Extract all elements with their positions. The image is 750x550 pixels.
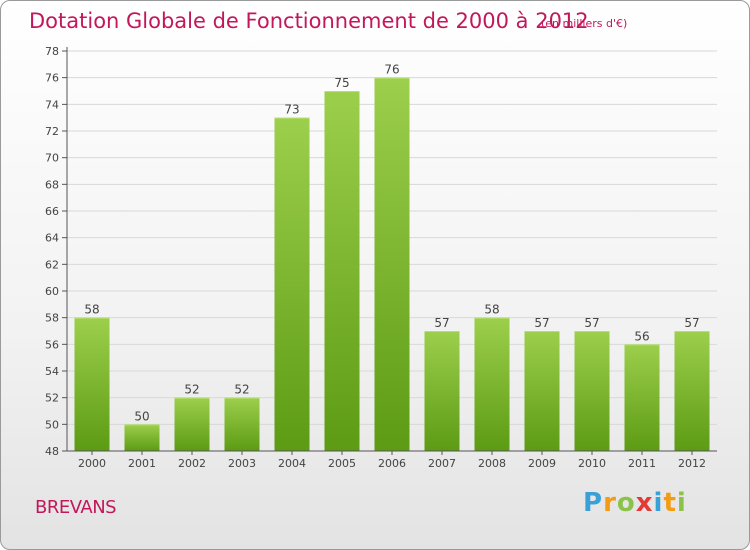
bar	[274, 117, 310, 452]
bar	[674, 331, 710, 451]
x-tick-label: 2005	[328, 457, 356, 470]
x-tick-label: 2007	[428, 457, 456, 470]
y-tick-label: 54	[45, 365, 59, 378]
bar	[524, 331, 560, 451]
data-label: 57	[584, 316, 599, 330]
labels: 48 50 52 54 56 58 60 62 64 66 68 70 72 74 76 78 58 2000 50…	[45, 45, 706, 470]
proxiti-logo: Proxiti	[583, 488, 687, 518]
data-label: 76	[384, 63, 399, 77]
data-label: 52	[234, 383, 249, 397]
bars	[74, 77, 710, 452]
logo-letter: i	[676, 488, 687, 518]
commune-name: BREVANS	[35, 497, 117, 518]
y-tick-label: 64	[45, 232, 59, 245]
y-tick-label: 66	[45, 205, 59, 218]
bar	[74, 317, 110, 451]
x-tick-label: 2012	[678, 457, 706, 470]
y-tick-label: 50	[45, 418, 59, 431]
bar	[324, 91, 360, 451]
logo-letter: P	[583, 488, 604, 518]
y-tick-label: 58	[45, 312, 59, 325]
data-label: 57	[684, 316, 699, 330]
x-tick-label: 2002	[178, 457, 206, 470]
logo-letter: t	[663, 488, 677, 518]
y-tick-label: 78	[45, 45, 59, 58]
logo-letter: i	[653, 488, 664, 518]
data-label: 75	[334, 76, 349, 90]
y-tick-label: 72	[45, 125, 59, 138]
x-tick-label: 2000	[78, 457, 106, 470]
bar	[574, 331, 610, 451]
logo-letter: o	[616, 488, 636, 518]
y-tick-label: 60	[45, 285, 59, 298]
x-tick-label: 2006	[378, 457, 406, 470]
logo-letter: r	[603, 488, 617, 518]
bar	[374, 77, 410, 452]
axes	[62, 47, 717, 455]
chart-title: Dotation Globale de Fonctionnement de 20…	[29, 9, 589, 33]
y-tick-label: 76	[45, 72, 59, 85]
x-tick-label: 2003	[228, 457, 256, 470]
x-tick-label: 2004	[278, 457, 306, 470]
y-tick-label: 70	[45, 152, 59, 165]
data-label: 57	[434, 316, 449, 330]
y-tick-label: 74	[45, 98, 59, 111]
x-tick-label: 2001	[128, 457, 156, 470]
bar	[474, 317, 510, 451]
x-tick-label: 2009	[528, 457, 556, 470]
data-label: 58	[484, 303, 499, 317]
y-tick-label: 56	[45, 338, 59, 351]
chart-unit: (en milliers d'€)	[541, 17, 628, 30]
bar	[424, 331, 460, 451]
bar	[124, 424, 160, 451]
data-label: 52	[184, 383, 199, 397]
y-tick-label: 52	[45, 392, 59, 405]
y-tick-label: 62	[45, 258, 59, 271]
bar	[174, 397, 210, 451]
bar	[624, 344, 660, 451]
x-tick-label: 2011	[628, 457, 656, 470]
data-label: 56	[634, 329, 649, 343]
data-label: 73	[284, 103, 299, 117]
y-tick-label: 48	[45, 445, 59, 458]
data-label: 58	[84, 303, 99, 317]
x-tick-label: 2010	[578, 457, 606, 470]
data-label: 50	[134, 409, 149, 423]
bar	[224, 397, 260, 451]
y-tick-label: 68	[45, 178, 59, 191]
x-tick-label: 2008	[478, 457, 506, 470]
logo-letter: x	[635, 488, 654, 518]
data-label: 57	[534, 316, 549, 330]
